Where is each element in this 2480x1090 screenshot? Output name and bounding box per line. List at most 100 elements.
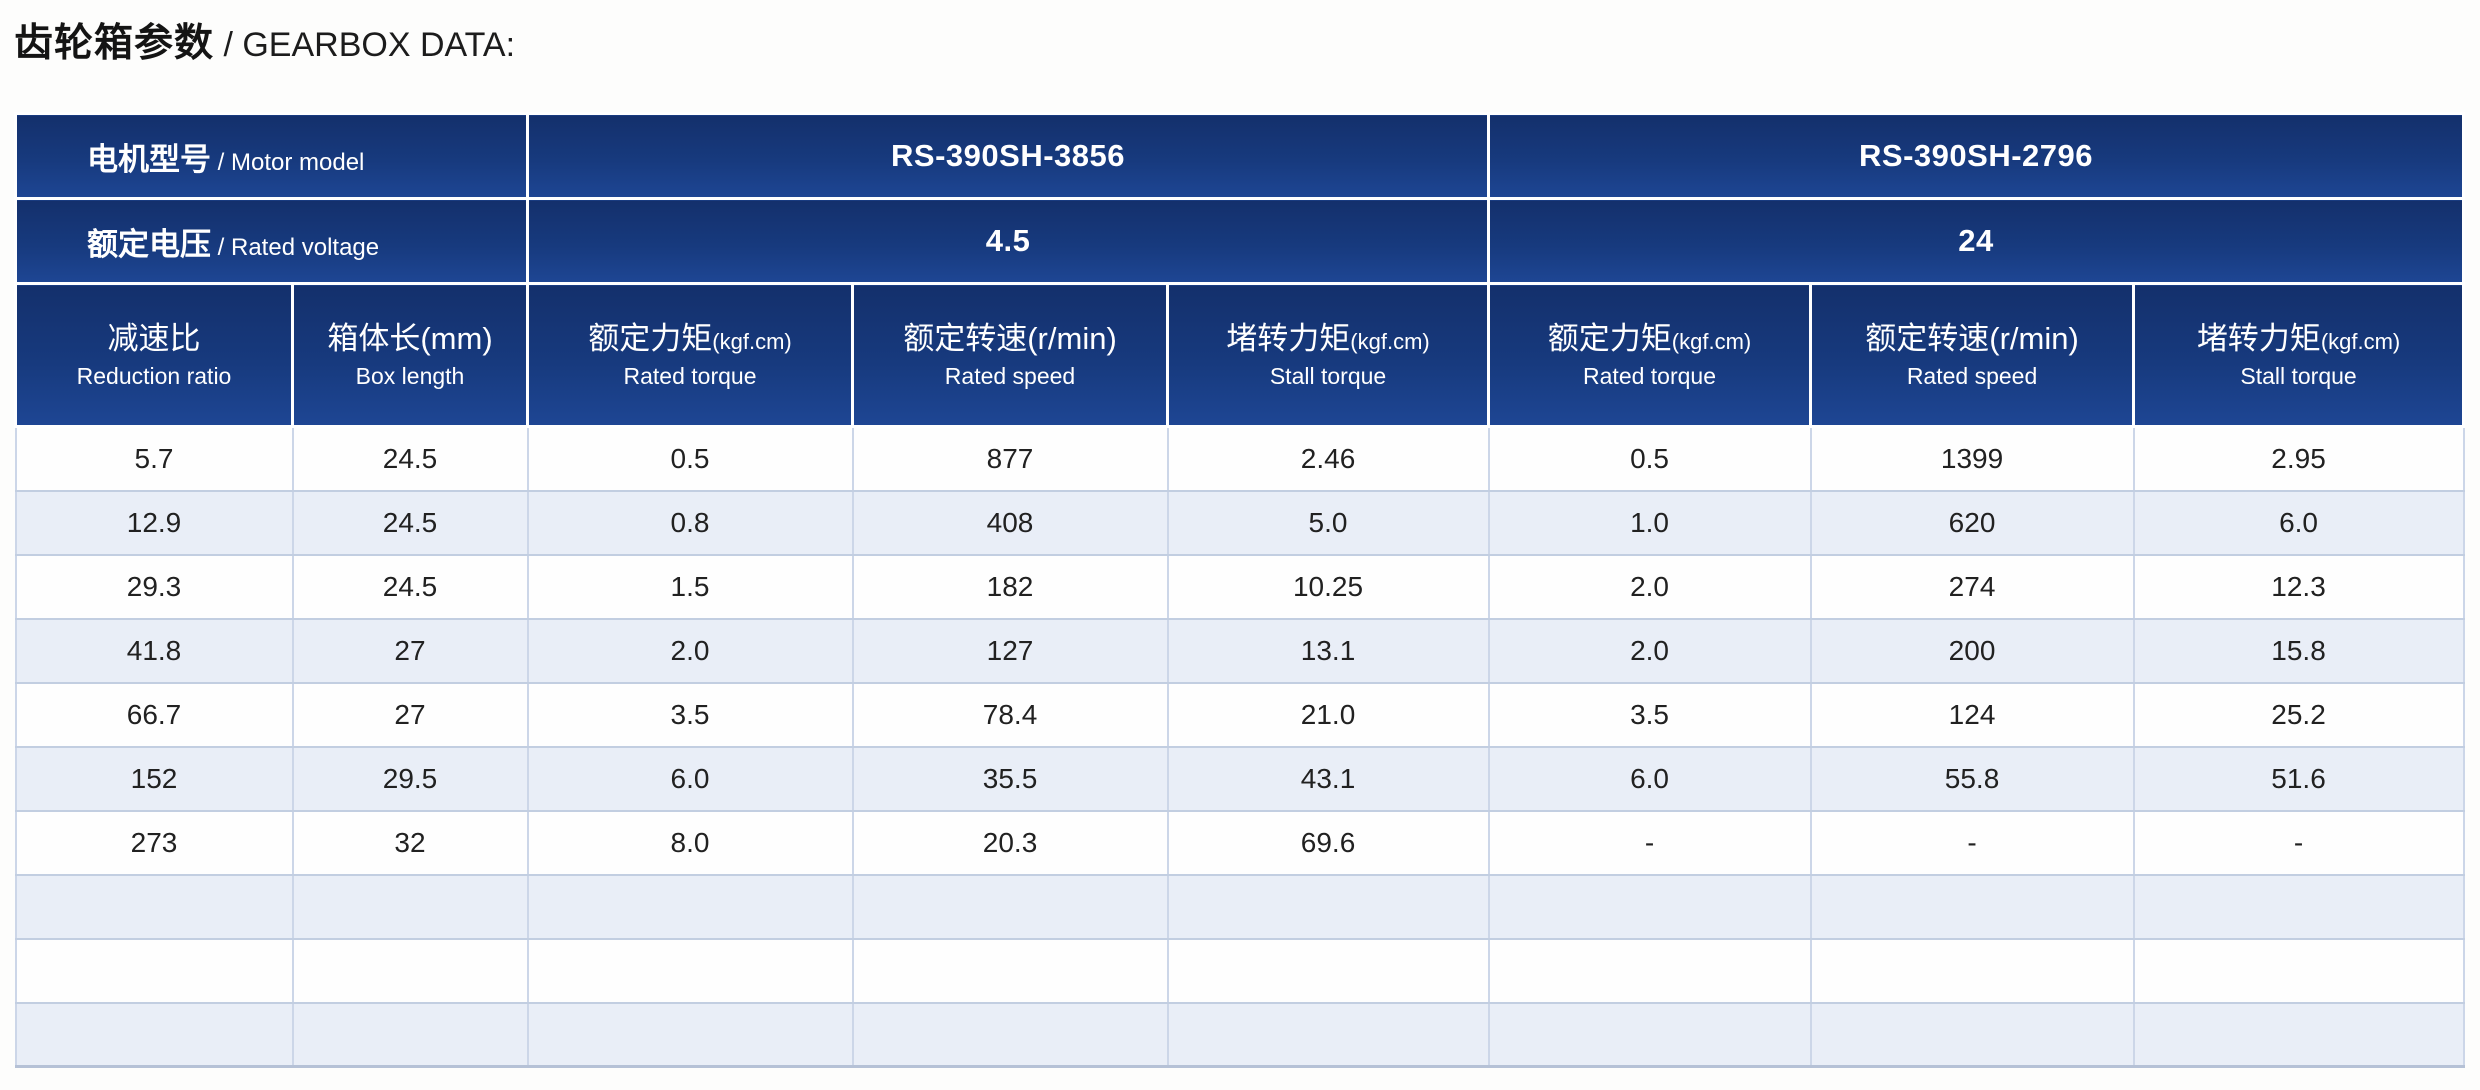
- cell: 51.6: [2132, 745, 2465, 812]
- model-2-voltage: 24: [1487, 197, 2466, 285]
- column-header-en: Rated speed: [1906, 363, 2038, 390]
- cell: 29.5: [291, 745, 529, 812]
- model-1-voltage: 4.5: [526, 197, 1491, 285]
- cell: 43.1: [1166, 745, 1490, 812]
- cell: 21.0: [1166, 681, 1490, 748]
- page-title: 齿轮箱参数 / GEARBOX DATA:: [14, 12, 2464, 68]
- model-2-name: RS-390SH-2796: [1487, 112, 2466, 200]
- model-1-name: RS-390SH-3856: [526, 112, 1491, 200]
- cell: 66.7: [14, 681, 294, 748]
- column-header-en: Stall torque: [2240, 363, 2357, 390]
- column-header-zh: 减速比: [107, 320, 201, 356]
- cell: 12.9: [14, 489, 294, 556]
- rated-voltage-row: 额定电压 / Rated voltage 4.5 24: [13, 197, 2466, 285]
- cell: [526, 937, 854, 1004]
- cell: [1809, 873, 2135, 940]
- cell: 273: [14, 809, 294, 876]
- cell: -: [1809, 809, 2135, 876]
- cell: 0.8: [526, 489, 854, 556]
- cell: 0.5: [1487, 425, 1812, 492]
- column-header-zh: 额定力矩: [1547, 320, 1672, 356]
- cell: [291, 937, 529, 1004]
- table-row: [14, 1001, 2465, 1068]
- cell: 2.0: [526, 617, 854, 684]
- cell: 29.3: [14, 553, 294, 620]
- cell: 2.0: [1487, 553, 1812, 620]
- column-header-en: Rated torque: [1583, 363, 1717, 390]
- motor-model-label-zh: 电机型号: [87, 141, 211, 177]
- cell: -: [1487, 809, 1812, 876]
- column-header-zh: 额定力矩: [588, 320, 713, 356]
- cell: 32: [291, 809, 529, 876]
- column-header-row: 减速比 Reduction ratio 箱体长(mm) Box length 额定力矩(…: [14, 282, 2466, 428]
- cell: 182: [851, 553, 1169, 620]
- cell: [526, 873, 854, 940]
- cell: 78.4: [851, 681, 1169, 748]
- table-row: [14, 873, 2465, 940]
- cell: 6.0: [1487, 745, 1812, 812]
- cell: 200: [1809, 617, 2135, 684]
- column-header: 额定力矩(kgf.cm) Rated torque: [1487, 282, 1813, 428]
- cell: 5.0: [1166, 489, 1490, 556]
- column-header: 减速比 Reduction ratio: [14, 282, 294, 428]
- cell: 1399: [1809, 425, 2135, 492]
- column-header-unit: (kgf.cm): [1350, 328, 1430, 354]
- cell: 124: [1809, 681, 2135, 748]
- column-header: 堵转力矩(kgf.cm) Stall torque: [2132, 282, 2466, 428]
- table-row: 41.8 27 2.0 127 13.1 2.0 200 15.8: [14, 617, 2465, 684]
- column-header-en: Reduction ratio: [76, 363, 232, 390]
- column-header-zh: 堵转力矩: [1226, 320, 1351, 356]
- cell: 27: [291, 617, 529, 684]
- table-body: 5.7 24.5 0.5 877 2.46 0.5 1399 2.95 12.9 24.5 0.8 4…: [14, 425, 2465, 1068]
- cell: 12.3: [2132, 553, 2465, 620]
- table-row: [14, 937, 2465, 1004]
- cell: [851, 937, 1169, 1004]
- column-header: 额定力矩(kgf.cm) Rated torque: [526, 282, 855, 428]
- cell: [1166, 1001, 1490, 1068]
- cell: 8.0: [526, 809, 854, 876]
- cell: [14, 1001, 294, 1068]
- cell: [1809, 937, 2135, 1004]
- column-header-en: Rated torque: [623, 363, 757, 390]
- cell: 20.3: [851, 809, 1169, 876]
- cell: -: [2132, 809, 2465, 876]
- table-row: 66.7 27 3.5 78.4 21.0 3.5 124 25.2: [14, 681, 2465, 748]
- column-header-en: Rated speed: [944, 363, 1076, 390]
- cell: 408: [851, 489, 1169, 556]
- rated-voltage-label: 额定电压 / Rated voltage: [13, 197, 530, 285]
- table-row: 29.3 24.5 1.5 182 10.25 2.0 274 12.3: [14, 553, 2465, 620]
- motor-model-label-en: / Motor model: [211, 148, 365, 176]
- column-header-zh: 箱体长(mm): [327, 320, 493, 356]
- table-row: 12.9 24.5 0.8 408 5.0 1.0 620 6.0: [14, 489, 2465, 556]
- cell: 1.0: [1487, 489, 1812, 556]
- column-header-zh: 额定转速(r/min): [903, 320, 1117, 356]
- cell: 25.2: [2132, 681, 2465, 748]
- table-row: 273 32 8.0 20.3 69.6- - -: [14, 809, 2465, 876]
- column-header-unit: (kgf.cm): [2320, 328, 2401, 354]
- column-header: 箱体长(mm) Box length: [290, 282, 530, 428]
- cell: [1487, 937, 1812, 1004]
- gearbox-data-table: 电机型号 / Motor model RS-390SH-3856 RS-390S…: [13, 112, 2466, 1068]
- cell: [2132, 873, 2465, 940]
- cell: [14, 937, 294, 1004]
- cell: [291, 873, 529, 940]
- cell: 2.0: [1487, 617, 1812, 684]
- cell: 620: [1809, 489, 2135, 556]
- cell: 2.95: [2132, 425, 2465, 492]
- cell: 15.8: [2132, 617, 2465, 684]
- cell: 24.5: [291, 489, 529, 556]
- table-header: 电机型号 / Motor model RS-390SH-3856 RS-390S…: [13, 112, 2466, 428]
- cell: [526, 1001, 854, 1068]
- cell: [1487, 873, 1812, 940]
- column-header: 额定转速(r/min) Rated speed: [851, 282, 1170, 428]
- cell: [851, 1001, 1169, 1068]
- cell: [1166, 873, 1490, 940]
- cell: [2132, 1001, 2465, 1068]
- column-header-zh: 额定转速(r/min): [1865, 320, 2079, 356]
- motor-model-label: 电机型号 / Motor model: [13, 112, 530, 200]
- cell: 5.7: [14, 425, 294, 492]
- cell: 55.8: [1809, 745, 2135, 812]
- cell: [1487, 1001, 1812, 1068]
- cell: 1.5: [526, 553, 854, 620]
- cell: 3.5: [526, 681, 854, 748]
